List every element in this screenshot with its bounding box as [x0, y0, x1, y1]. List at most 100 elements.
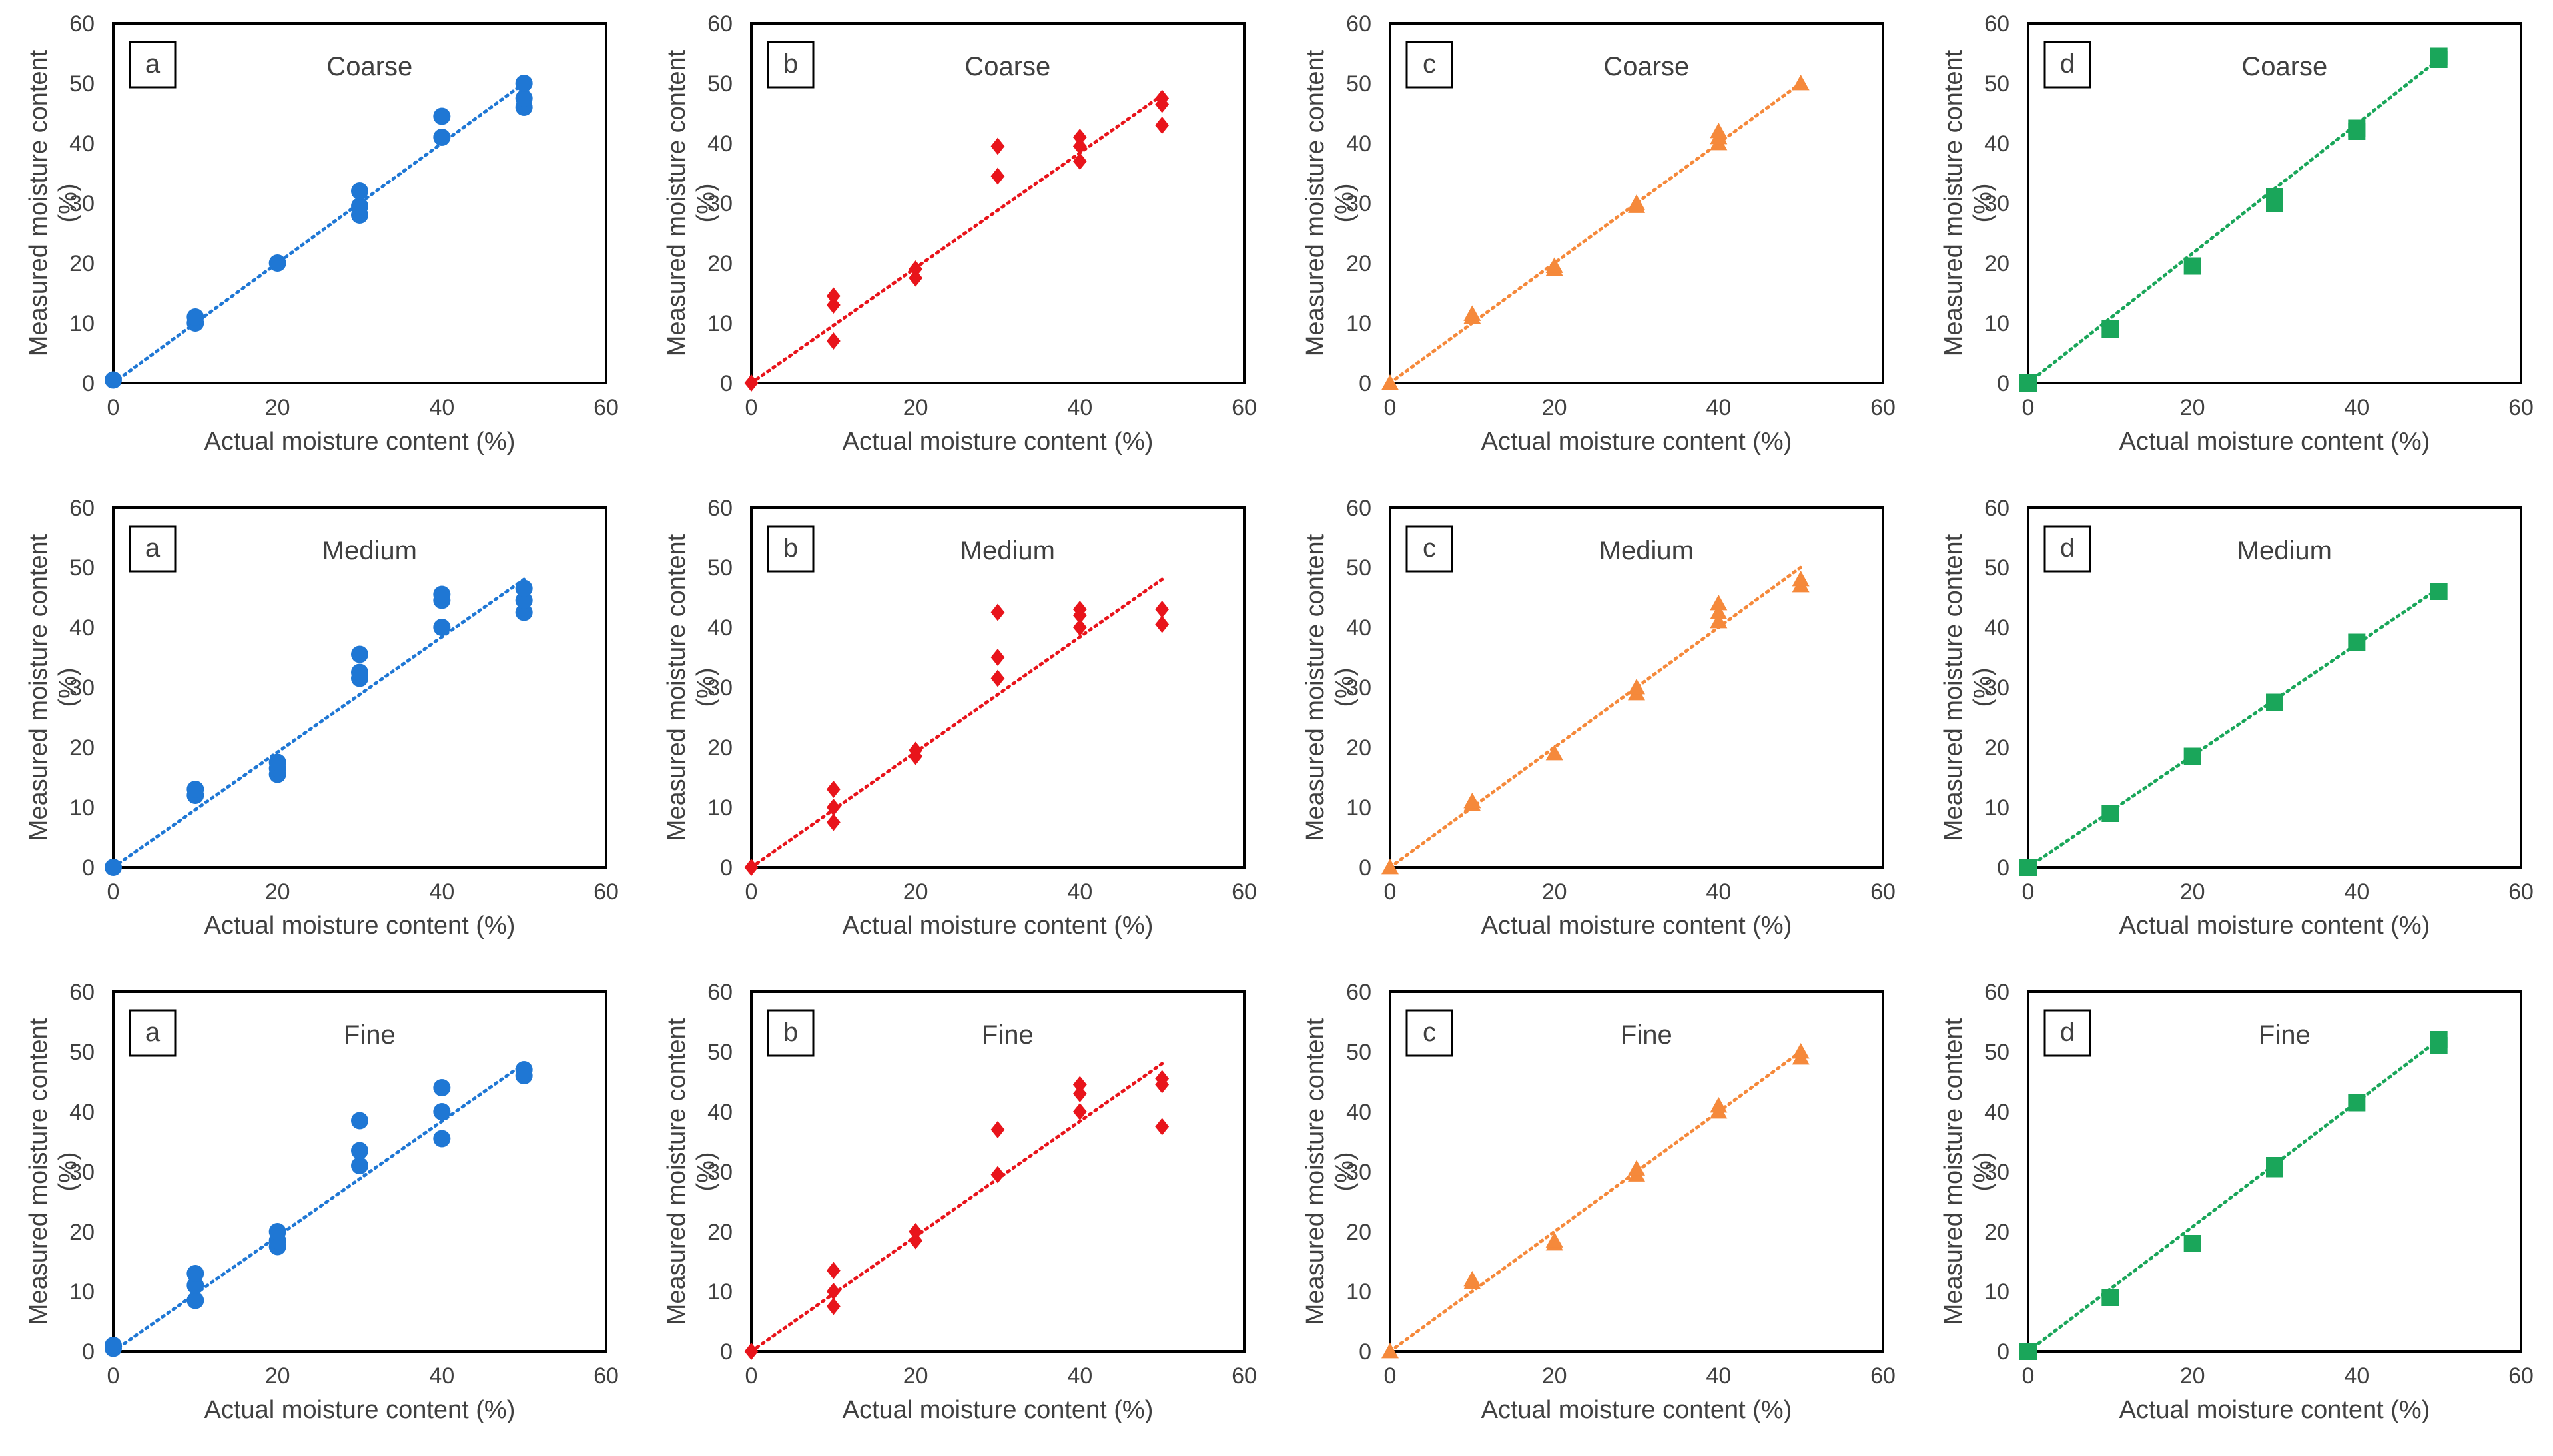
chart-svg: 0 10 20 30 40 50 60 0 20 40 60 Actual moisture cont… [663, 11, 1257, 456]
y-tick-label: 40 [1984, 615, 2009, 641]
x-axis-label: Actual moisture content (%) [2119, 428, 2430, 456]
y-tick-label: 40 [1346, 131, 1371, 157]
y-tick-label: 50 [707, 71, 733, 97]
x-tick-label: 0 [745, 395, 758, 420]
data-point [351, 645, 368, 663]
y-tick-label: 60 [69, 980, 95, 1005]
y-tick-label: 60 [1984, 980, 2009, 1005]
chart-title: Medium [960, 536, 1055, 565]
y-tick-label: 40 [1346, 1100, 1371, 1125]
x-tick-label: 20 [1541, 1363, 1567, 1389]
y-tick-label: 50 [707, 555, 733, 581]
data-point [2101, 320, 2119, 338]
y-axis-label-line-2: (%) [1969, 183, 1997, 222]
y-tick-label: 40 [69, 615, 95, 641]
chart-title: Coarse [2241, 52, 2327, 81]
x-tick-label: 40 [1068, 395, 1093, 420]
data-point [433, 1130, 451, 1148]
chart-svg: 0 10 20 30 40 50 60 0 20 40 60 Actual moisture cont… [25, 11, 619, 456]
panel-letter-box [2043, 1009, 2091, 1057]
x-tick-label: 20 [903, 1363, 928, 1389]
y-tick-label: 60 [707, 980, 733, 1005]
y-axis-label-line-1: Measured moisture content [1301, 1018, 1329, 1325]
data-point [2265, 188, 2283, 206]
data-point [827, 287, 841, 305]
data-point [351, 182, 368, 200]
x-tick-label: 40 [429, 395, 454, 420]
panel-letter-box [2043, 525, 2091, 573]
panel-letter-box [129, 525, 177, 573]
chart-title: Fine [982, 1020, 1034, 1050]
x-tick-label: 60 [1232, 1363, 1257, 1389]
y-tick-label: 30 [1984, 1160, 2009, 1185]
y-tick-label: 60 [1984, 496, 2009, 521]
y-tick-label: 50 [69, 71, 95, 97]
y-tick-label: 40 [1346, 615, 1371, 641]
x-tick-label: 0 [1383, 1363, 1396, 1389]
data-point [433, 585, 451, 603]
data-point [433, 129, 451, 146]
y-tick-label: 20 [69, 251, 95, 276]
panel-letter: d [2060, 49, 2075, 79]
data-point [351, 197, 368, 215]
data-point [1709, 123, 1727, 139]
x-tick-label: 60 [1232, 395, 1257, 420]
data-point [1155, 1118, 1170, 1136]
data-point [1627, 194, 1645, 210]
y-axis-label: Measured moisture content (%) [25, 1018, 82, 1325]
y-tick-label: 0 [1359, 371, 1371, 396]
y-tick-label: 50 [1984, 1040, 2009, 1065]
data-point [268, 254, 286, 272]
data-point [1073, 1076, 1087, 1094]
x-axis-label: Actual moisture content (%) [2119, 1396, 2430, 1424]
y-axis-label-line-1: Measured moisture content [663, 534, 691, 841]
chart-panel-d-medium: 0 10 20 30 40 50 60 0 20 40 60 Actual moisture cont… [1915, 484, 2553, 968]
data-point [2265, 693, 2283, 711]
data-point [268, 753, 286, 771]
y-axis-label-line-2: (%) [1331, 183, 1359, 222]
x-tick-label: 40 [429, 1363, 454, 1389]
plot-frame [112, 506, 607, 869]
y-axis-label: Measured moisture content (%) [1940, 1018, 1997, 1325]
panel-letter-box [2043, 41, 2091, 89]
chart-svg: 0 10 20 30 40 50 60 0 20 40 60 Actual moisture cont… [1940, 11, 2534, 456]
x-tick-label: 40 [2344, 395, 2369, 420]
x-tick-label: 60 [2508, 1363, 2534, 1389]
y-tick-label: 0 [82, 855, 95, 881]
data-point [1627, 679, 1645, 695]
x-tick-label: 0 [107, 879, 120, 905]
y-axis-label-line-1: Measured moisture content [1940, 534, 1968, 841]
x-tick-label: 60 [593, 879, 619, 905]
y-axis-label: Measured moisture content (%) [1301, 49, 1359, 356]
plot-frame [1388, 990, 1884, 1353]
x-tick-label: 40 [1068, 1363, 1093, 1389]
panel-letter-box [1405, 525, 1453, 573]
x-tick-label: 60 [1232, 879, 1257, 905]
y-tick-label: 40 [1984, 1100, 2009, 1125]
y-tick-label: 10 [707, 311, 733, 336]
chart-title: Medium [1599, 536, 1693, 565]
panel-letter-box [129, 1009, 177, 1057]
data-point [1792, 1043, 1810, 1059]
chart-svg: 0 10 20 30 40 50 60 0 20 40 60 Actual moisture cont… [25, 496, 619, 940]
y-tick-label: 0 [82, 1339, 95, 1365]
x-axis-label: Actual moisture content (%) [843, 428, 1154, 456]
chart-title: Medium [2237, 536, 2331, 565]
chart-panel-a-fine: 0 10 20 30 40 50 60 0 20 40 60 Actual moisture cont… [0, 968, 638, 1453]
data-point [2348, 1094, 2366, 1112]
x-axis-label: Actual moisture content (%) [204, 912, 516, 940]
data-point [1155, 601, 1170, 618]
y-tick-label: 10 [69, 1279, 95, 1305]
trendline [111, 81, 526, 385]
chart-panel-b-coarse: 0 10 20 30 40 50 60 0 20 40 60 Actual moisture cont… [638, 0, 1276, 484]
panel-letter: b [783, 1018, 798, 1047]
x-axis-label: Actual moisture content (%) [204, 428, 516, 456]
x-tick-label: 0 [1383, 879, 1396, 905]
x-axis-label: Actual moisture content (%) [1481, 912, 1792, 940]
y-axis-label-line-2: (%) [54, 183, 82, 222]
data-point [1709, 595, 1727, 611]
y-axis-label: Measured moisture content (%) [1940, 534, 1997, 841]
chart-svg: 0 10 20 30 40 50 60 0 20 40 60 Actual moisture cont… [1301, 496, 1896, 940]
data-point [1792, 571, 1810, 587]
